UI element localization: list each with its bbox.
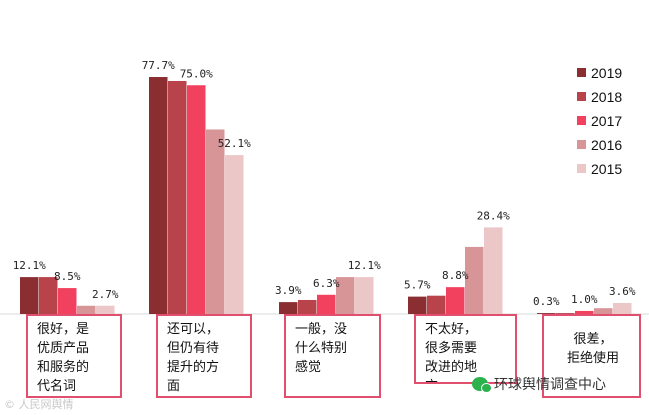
data-label: 77.7% (142, 59, 175, 72)
category-label-box: 一般，没 什么特别 感觉 (284, 314, 381, 398)
data-label: 8.8% (442, 269, 469, 282)
bar-2017-cat1 (187, 85, 206, 314)
legend-swatch-2015 (577, 164, 586, 173)
data-label: 1.0% (571, 293, 598, 306)
watermark-right-text: 环球舆情调查中心 (494, 377, 606, 393)
bars-group (20, 77, 632, 314)
data-label: 12.1% (348, 259, 381, 272)
bar-2015-cat2 (355, 277, 374, 314)
bar-2018-cat0 (39, 277, 58, 314)
bar-2015-cat4 (613, 303, 632, 314)
category-label-box: 还可以， 但仍有待 提升的方 面 (156, 314, 252, 398)
bar-2015-cat3 (484, 227, 503, 314)
data-label: 5.7% (404, 279, 431, 292)
legend-label-2017: 2017 (591, 113, 622, 129)
bar-2015-cat0 (96, 305, 115, 314)
bar-2019-cat3 (408, 296, 427, 314)
data-label: 8.5% (54, 270, 81, 283)
data-label: 52.1% (218, 137, 251, 150)
bar-2018-cat2 (298, 299, 317, 314)
bar-2017-cat0 (58, 288, 77, 314)
bar-2016-cat1 (206, 129, 225, 314)
bar-2017-cat4 (575, 310, 594, 314)
legend-label-2018: 2018 (591, 89, 622, 105)
data-labels-group: 12.1% 8.5% 2.7% 77.7% 75.0% 52.1% 3.9% 6.3% 12.1… (13, 59, 636, 308)
legend-label-2015: 2015 (591, 161, 622, 177)
bar-2017-cat2 (317, 294, 336, 314)
data-label: 3.6% (609, 285, 636, 298)
bar-2016-cat3 (465, 246, 484, 314)
data-label: 12.1% (13, 259, 46, 272)
data-label: 3.9% (275, 284, 302, 297)
data-label: 2.7% (92, 288, 119, 301)
category-label-box: 不太好， 很多需要 改进的地 方 (414, 314, 517, 384)
data-label: 0.3% (533, 295, 560, 308)
category-label-box: 很好，是 优质产品 和服务的 代名词 (26, 314, 122, 398)
data-label: 28.4% (477, 209, 510, 222)
bar-2018-cat1 (168, 80, 187, 314)
bar-2016-cat2 (336, 277, 355, 314)
bar-2019-cat2 (279, 302, 298, 314)
bar-2019-cat1 (149, 77, 168, 314)
wechat-icon (472, 377, 492, 393)
bar-2016-cat4 (594, 308, 613, 314)
legend-swatch-2018 (577, 92, 586, 101)
bar-2019-cat0 (20, 277, 39, 314)
bar-2018-cat3 (427, 295, 446, 314)
data-label: 6.3% (313, 277, 340, 290)
category-label-box: 很差， 拒绝使用 (542, 314, 641, 398)
bar-2019-cat4 (537, 313, 556, 314)
legend-swatch-2016 (577, 140, 586, 149)
bar-2018-cat4 (556, 313, 575, 314)
bar-2017-cat3 (446, 287, 465, 314)
bar-2016-cat0 (77, 305, 96, 314)
legend-swatch-2019 (577, 68, 586, 77)
legend: 2019 2018 2017 2016 2015 (577, 65, 622, 177)
watermark-left: © 人民网舆情 (4, 398, 74, 411)
bar-2015-cat1 (225, 155, 244, 314)
legend-label-2019: 2019 (591, 65, 622, 81)
legend-swatch-2017 (577, 116, 586, 125)
watermark-right: 环球舆情调查中心 (472, 374, 606, 394)
legend-label-2016: 2016 (591, 137, 622, 153)
data-label: 75.0% (180, 67, 213, 80)
